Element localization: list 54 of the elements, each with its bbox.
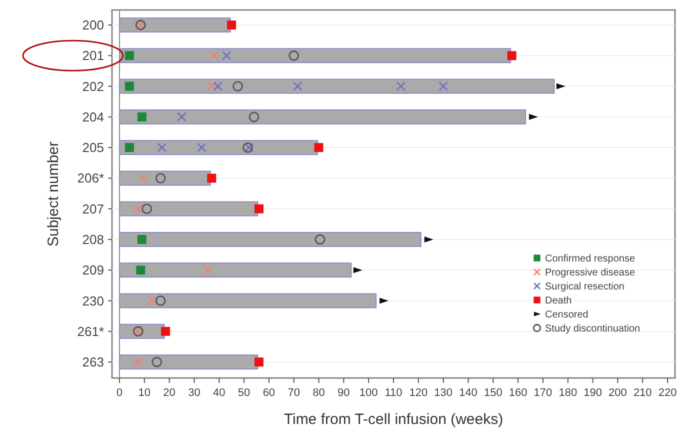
y-axis-title: Subject number [45, 141, 62, 247]
y-tick-label: 200 [82, 18, 104, 33]
bar [118, 232, 422, 247]
x-tick-label: 140 [459, 387, 478, 399]
bar [118, 18, 231, 32]
y-tick-label: 201 [82, 48, 104, 64]
y-tick-label: 202 [82, 78, 104, 94]
y-tick-label: 206* [77, 170, 104, 186]
x-tick-label: 20 [163, 387, 176, 399]
x-tick-label: 130 [434, 387, 453, 399]
bar [118, 170, 211, 186]
x-tick-label: 170 [534, 387, 552, 399]
x-tick-label: 120 [409, 387, 428, 399]
x-tick-label: 90 [338, 387, 350, 399]
legend-label: Censored [545, 310, 588, 320]
x-tick-label: 110 [384, 387, 402, 399]
bar [118, 201, 258, 216]
x-tick-label: 200 [608, 387, 627, 399]
bar [118, 262, 352, 278]
legend-label: Surgical resection [545, 282, 624, 292]
y-tick-label: 263 [82, 354, 104, 370]
x-tick-label: 40 [212, 387, 226, 399]
bar [118, 140, 318, 156]
y-tick-label: 261* [77, 324, 104, 339]
bar [118, 109, 526, 124]
y-tick-label: 209 [82, 262, 104, 278]
x-tick-label: 10 [138, 387, 151, 399]
x-tick-label: 80 [312, 387, 325, 399]
x-tick-label: 60 [262, 387, 276, 399]
legend-label: Progressive disease [545, 268, 636, 278]
legend-label: Death [545, 296, 572, 306]
x-tick-label: 180 [558, 387, 578, 399]
bar [118, 48, 512, 64]
x-tick-label: 150 [484, 387, 502, 399]
y-tick-label: 208 [82, 232, 104, 248]
x-tick-label: 30 [188, 387, 200, 399]
y-tick-label: 204 [82, 109, 104, 124]
y-tick-label: 205 [82, 140, 104, 156]
x-tick-label: 160 [508, 387, 528, 399]
legend-label: Confirmed response [545, 254, 636, 264]
bar [118, 78, 555, 94]
bar [118, 293, 377, 308]
x-tick-label: 190 [584, 387, 602, 399]
y-tick-label: 230 [82, 293, 104, 308]
x-tick-label: 70 [288, 387, 300, 399]
x-tick-label: 220 [658, 387, 677, 399]
bar [118, 354, 258, 370]
x-tick-label: 100 [359, 387, 378, 399]
x-tick-label: 0 [116, 387, 123, 399]
y-tick-label: 207 [82, 201, 104, 216]
x-tick-label: 210 [633, 387, 652, 399]
x-axis-title: Time from T-cell infusion (weeks) [284, 411, 504, 428]
x-tick-label: 50 [238, 387, 250, 399]
legend-label: Study discontinuation [545, 324, 640, 334]
